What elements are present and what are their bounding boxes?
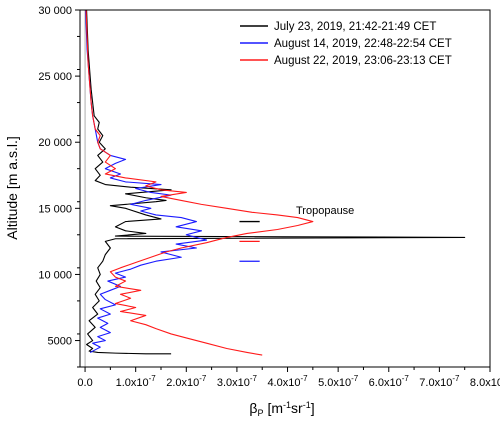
series-line-3 [85,9,314,356]
x-tick-label-1: 1.0x10-7 [116,374,157,389]
x-axis-title-units-exp2: -1 [303,400,311,410]
legend-label-3: August 22, 2019, 23:06-23:13 CET [274,55,452,67]
x-tick-label-7: 7.0x10-7 [419,374,460,389]
y-tick-label-5: 30 000 [38,5,72,17]
x-axis-title-subscript: P [257,408,263,418]
x-axis-title-units-mid: sr [291,400,303,416]
y-tick-label-3: 20 000 [38,137,72,149]
x-tick-label-6: 6.0x10-7 [369,374,410,389]
series-layer [84,9,466,367]
x-axis: 0.0 1.0x10-7 2.0x10-7 3.0x10-7 4.0x10-7 5.0x1… [77,367,500,389]
y-axis-title: Altitude [m a.s.l.] [4,136,20,239]
legend: July 23, 2019, 21:42-21:49 CET August 14,… [240,21,452,67]
series-line-2 [85,9,208,353]
x-tick-label-8: 8.0x10-7 [470,374,500,389]
x-tick-label-5: 5.0x10-7 [318,374,359,389]
x-axis-title: βP [m-1sr-1] [249,400,314,418]
tropopause-label: Tropopause [296,205,354,217]
x-axis-title-units-exp1: -1 [283,400,291,410]
tropopause-annotation: Tropopause [239,205,354,262]
y-tick-label-1: 10 000 [38,269,72,281]
y-tick-label-0: 5000 [48,336,72,348]
legend-label-1: July 23, 2019, 21:42-21:49 CET [274,21,436,33]
x-axis-title-units-close: ] [311,400,315,416]
y-tick-label-4: 25 000 [38,71,72,83]
series-line-1 [86,9,466,355]
y-axis: 5000 10 000 15 000 20 000 25 000 30 000 [38,5,80,368]
legend-label-2: August 14, 2019, 22:48-22:54 CET [274,38,452,50]
plot-frame [79,9,491,368]
x-tick-label-3: 3.0x10-7 [217,374,258,389]
x-axis-title-units-open: [m [267,400,283,416]
x-tick-label-0: 0.0 [77,377,92,389]
y-tick-label-2: 15 000 [38,203,72,215]
x-tick-label-2: 2.0x10-7 [166,374,207,389]
x-axis-title-symbol: β [249,400,257,416]
x-tick-label-4: 4.0x10-7 [267,374,308,389]
